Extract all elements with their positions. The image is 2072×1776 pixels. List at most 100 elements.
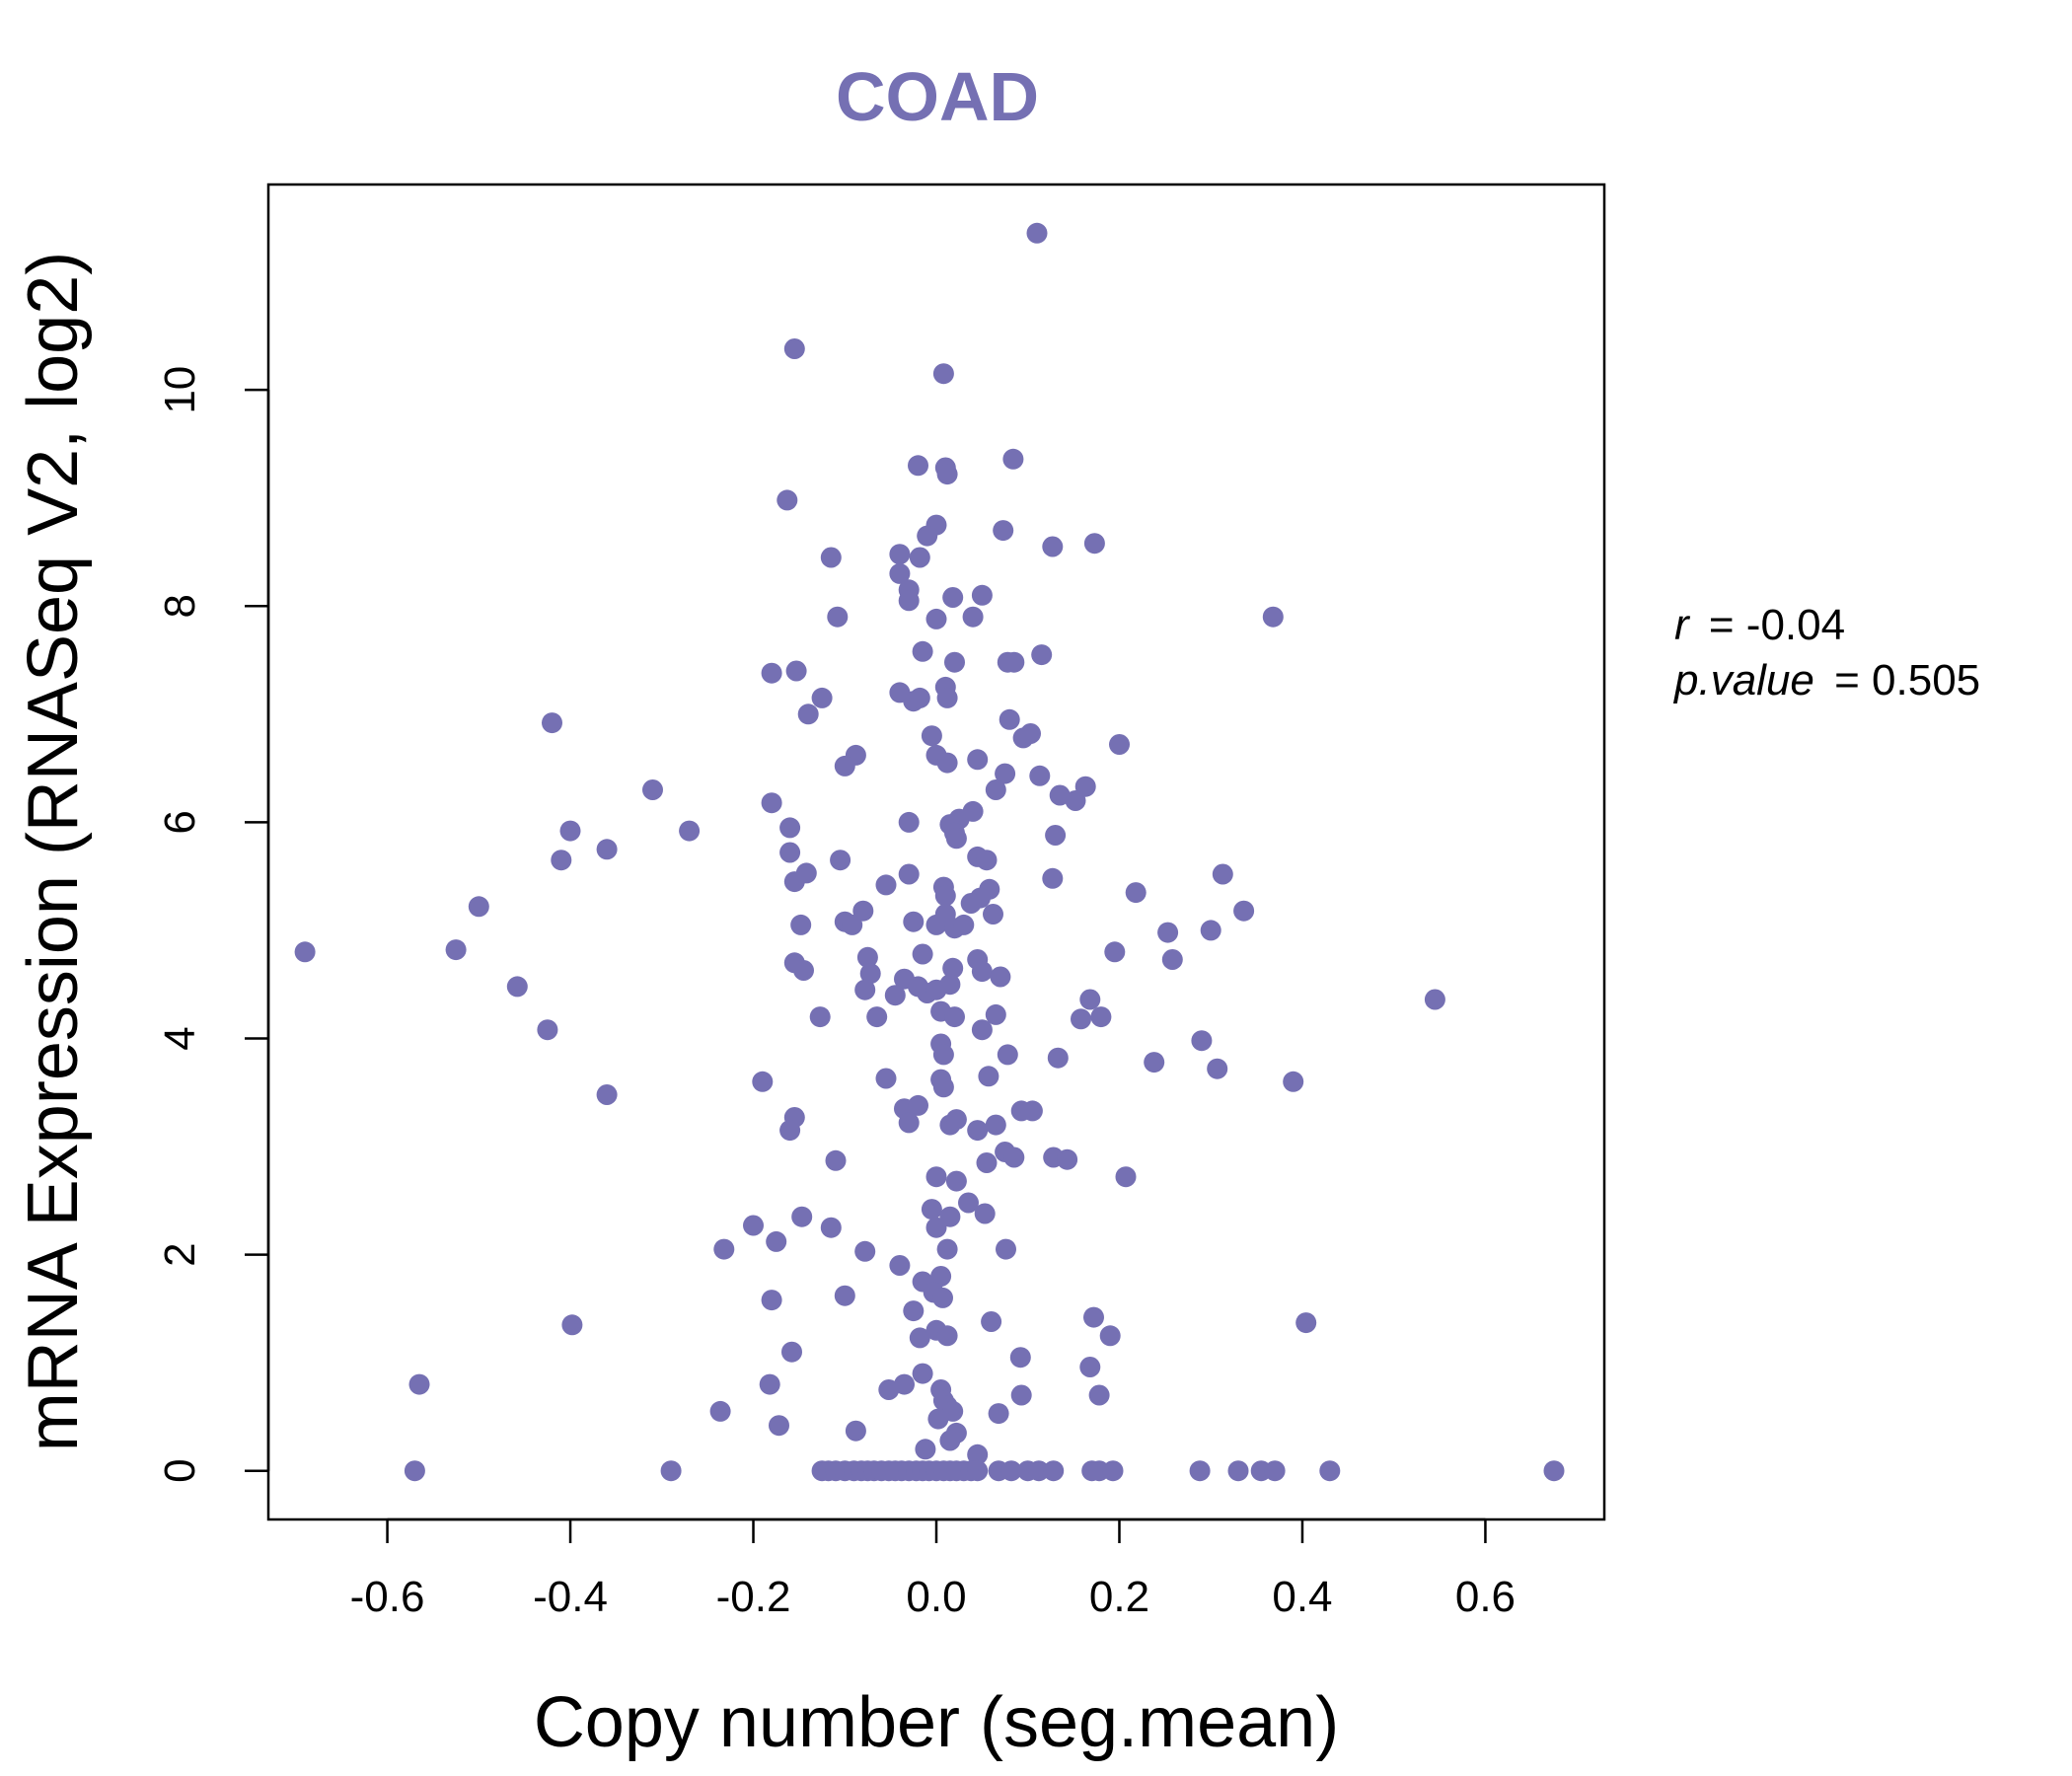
data-point [811,687,833,708]
data-point [999,708,1020,730]
data-point [1071,1008,1091,1030]
p-value: = 0.505 [1834,656,1980,704]
data-point [769,1415,789,1437]
data-point [781,1341,802,1363]
data-point [1088,1384,1110,1406]
y-axis-label: mRNA Expression (RNASeq V2, log2) [14,252,93,1451]
data-point [1026,222,1048,244]
data-point [1021,1100,1043,1122]
data-point [743,1215,764,1236]
data-point [1264,1460,1286,1482]
data-point [1043,1460,1065,1482]
data-point [761,662,782,684]
data-point [936,752,958,774]
data-point [1109,734,1130,755]
data-point [468,896,489,918]
data-point [1090,1006,1112,1028]
y-tick-label: 10 [156,366,204,414]
data-point [898,811,920,833]
data-point [981,1311,1002,1332]
data-point [660,1460,682,1482]
data-point [930,1266,952,1287]
data-point [958,1192,979,1214]
data-point [783,871,805,893]
data-point [785,660,807,682]
data-point [1283,1071,1304,1092]
data-point [927,1408,949,1430]
data-point [1102,1460,1124,1482]
data-point [1161,949,1183,970]
data-point [996,1238,1016,1260]
data-point [1047,1047,1069,1069]
y-tick-label: 8 [156,594,204,618]
data-point [936,1238,958,1260]
r-stat: r = -0.04 [1674,601,1845,649]
data-point [1125,882,1147,904]
y-tick-label: 4 [156,1026,204,1050]
data-point [985,1114,1006,1136]
data-point [845,1420,866,1442]
y-axis: 0 2 4 6 8 10 [156,366,270,1483]
data-point [971,1019,993,1041]
data-point [1045,825,1067,846]
data-point [912,1363,933,1384]
data-point [936,687,958,708]
data-point [945,828,967,850]
data-point [936,1325,958,1347]
data-point [932,1076,954,1098]
data-point [971,584,993,606]
data-point [944,651,965,673]
data-point [978,1066,999,1087]
x-tick-label: -0.2 [716,1573,791,1621]
data-point [903,911,925,932]
data-point [1031,644,1053,666]
data-point [866,1006,888,1028]
data-point [962,606,984,628]
data-point [820,547,842,568]
data-point [1157,922,1179,943]
data-point [797,703,819,725]
chart-title: COAD [836,58,1039,135]
data-point [1233,900,1255,922]
data-point [1079,1357,1101,1377]
data-point [944,1006,965,1028]
data-point [912,640,933,662]
data-point [1028,1460,1050,1482]
data-point [854,979,876,1000]
data-point [793,960,814,981]
data-point [859,963,881,985]
data-point [1057,1148,1078,1170]
data-point [983,904,1003,925]
data-point [909,547,930,568]
data-point [967,749,989,771]
y-tick-label: 6 [156,810,204,834]
data-point [759,1373,780,1395]
x-tick-label: -0.6 [350,1573,425,1621]
data-point [856,946,878,968]
data-point [1099,1325,1121,1347]
data-point [932,1287,953,1308]
r-label: r [1674,601,1691,649]
data-point [408,1373,430,1395]
y-tick-label: 0 [156,1458,204,1482]
data-point [854,1240,876,1262]
data-point [1295,1312,1317,1334]
data-point [985,1003,1006,1025]
data-point [898,590,920,612]
data-point [1424,989,1445,1010]
p-stat: p.value = 0.505 [1672,656,1980,704]
data-point [1009,1347,1031,1369]
data-point [988,1403,1009,1425]
data-point [1074,776,1096,797]
data-point [779,1120,801,1142]
plot-frame [266,183,1606,1521]
data-point [967,1460,989,1482]
x-tick-label: 0.6 [1455,1573,1516,1621]
data-point [1543,1460,1565,1482]
data-point [997,1044,1018,1066]
data-point [1003,651,1025,673]
data-point [912,943,933,965]
data-point [875,1068,897,1089]
data-point [921,1199,942,1221]
data-point [761,1290,782,1311]
